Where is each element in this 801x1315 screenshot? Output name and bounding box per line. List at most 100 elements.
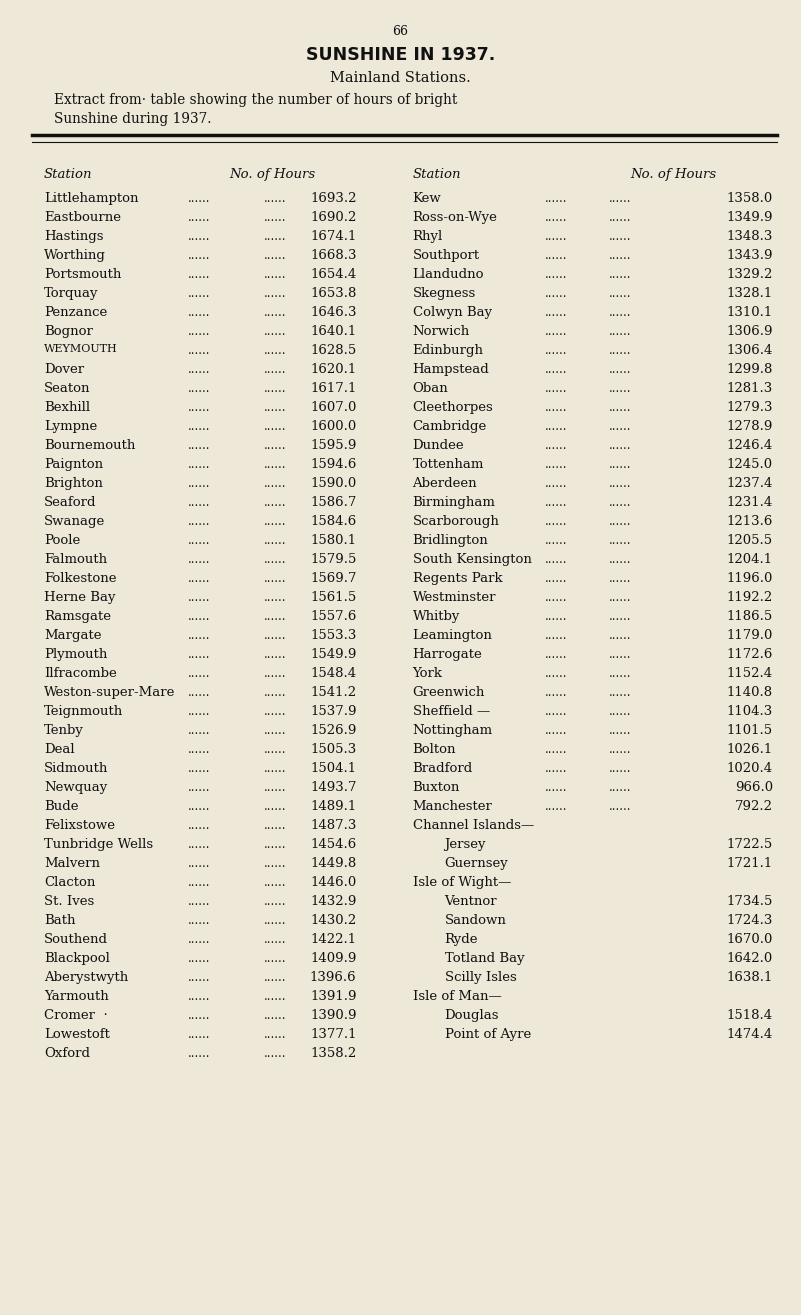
Text: ......: ......	[188, 838, 211, 851]
Text: 1430.2: 1430.2	[310, 914, 356, 927]
Text: ......: ......	[609, 648, 631, 661]
Text: ......: ......	[264, 381, 287, 394]
Text: ......: ......	[188, 610, 211, 623]
Text: York: York	[413, 667, 442, 680]
Text: ......: ......	[188, 210, 211, 224]
Text: No. of Hours: No. of Hours	[229, 168, 316, 181]
Text: ......: ......	[188, 363, 211, 376]
Text: 1724.3: 1724.3	[727, 914, 773, 927]
Text: 1409.9: 1409.9	[310, 952, 356, 965]
Text: ......: ......	[188, 1009, 211, 1022]
Text: ......: ......	[264, 192, 287, 205]
Text: ......: ......	[545, 554, 567, 565]
Text: ......: ......	[264, 458, 287, 471]
Text: St. Ives: St. Ives	[44, 896, 95, 909]
Text: Scarborough: Scarborough	[413, 515, 499, 529]
Text: ......: ......	[264, 401, 287, 414]
Text: 1278.9: 1278.9	[727, 419, 773, 433]
Text: 1306.4: 1306.4	[727, 345, 773, 356]
Text: 1653.8: 1653.8	[310, 287, 356, 300]
Text: Poole: Poole	[44, 534, 80, 547]
Text: Westminster: Westminster	[413, 590, 496, 604]
Text: SUNSHINE IN 1937.: SUNSHINE IN 1937.	[306, 46, 495, 64]
Text: ......: ......	[609, 363, 631, 376]
Text: ......: ......	[264, 1028, 287, 1041]
Text: ......: ......	[609, 629, 631, 642]
Text: Cleethorpes: Cleethorpes	[413, 401, 493, 414]
Text: ......: ......	[609, 230, 631, 243]
Text: Regents Park: Regents Park	[413, 572, 502, 585]
Text: Dundee: Dundee	[413, 439, 464, 452]
Text: 1721.1: 1721.1	[727, 857, 773, 871]
Text: Nottingham: Nottingham	[413, 725, 493, 736]
Text: Bournemouth: Bournemouth	[44, 439, 135, 452]
Text: 1310.1: 1310.1	[727, 306, 773, 320]
Text: ......: ......	[264, 952, 287, 965]
Text: Bexhill: Bexhill	[44, 401, 91, 414]
Text: Hastings: Hastings	[44, 230, 103, 243]
Text: Bridlington: Bridlington	[413, 534, 489, 547]
Text: 1734.5: 1734.5	[727, 896, 773, 909]
Text: ......: ......	[609, 725, 631, 736]
Text: ......: ......	[609, 345, 631, 356]
Text: ......: ......	[264, 896, 287, 909]
Text: Whitby: Whitby	[413, 610, 460, 623]
Text: Rhyl: Rhyl	[413, 230, 443, 243]
Text: Extract from· table showing the number of hours of bright: Extract from· table showing the number o…	[54, 93, 458, 108]
Text: ......: ......	[264, 725, 287, 736]
Text: ......: ......	[264, 590, 287, 604]
Text: ......: ......	[264, 781, 287, 794]
Text: Plymouth: Plymouth	[44, 648, 107, 661]
Text: 1140.8: 1140.8	[727, 686, 773, 700]
Text: Lowestoft: Lowestoft	[44, 1028, 110, 1041]
Text: Margate: Margate	[44, 629, 102, 642]
Text: Oxford: Oxford	[44, 1047, 90, 1060]
Text: 1391.9: 1391.9	[310, 990, 356, 1003]
Text: ......: ......	[545, 345, 567, 356]
Text: 1526.9: 1526.9	[310, 725, 356, 736]
Text: 1600.0: 1600.0	[310, 419, 356, 433]
Text: ......: ......	[264, 210, 287, 224]
Text: ......: ......	[545, 401, 567, 414]
Text: Harrogate: Harrogate	[413, 648, 482, 661]
Text: ......: ......	[545, 590, 567, 604]
Text: ......: ......	[545, 230, 567, 243]
Text: Ryde: Ryde	[445, 934, 478, 945]
Text: ......: ......	[188, 705, 211, 718]
Text: ......: ......	[609, 439, 631, 452]
Text: 966.0: 966.0	[735, 781, 773, 794]
Text: Isle of Man—: Isle of Man—	[413, 990, 501, 1003]
Text: Edinburgh: Edinburgh	[413, 345, 484, 356]
Text: 1487.3: 1487.3	[310, 819, 356, 832]
Text: ......: ......	[545, 439, 567, 452]
Text: 1192.2: 1192.2	[727, 590, 773, 604]
Text: 1179.0: 1179.0	[727, 629, 773, 642]
Text: Point of Ayre: Point of Ayre	[445, 1028, 531, 1041]
Text: Lympne: Lympne	[44, 419, 97, 433]
Text: 1454.6: 1454.6	[310, 838, 356, 851]
Text: 1595.9: 1595.9	[310, 439, 356, 452]
Text: ......: ......	[609, 590, 631, 604]
Text: 1638.1: 1638.1	[727, 970, 773, 984]
Text: ......: ......	[264, 439, 287, 452]
Text: ......: ......	[264, 629, 287, 642]
Text: ......: ......	[609, 667, 631, 680]
Text: ......: ......	[264, 363, 287, 376]
Text: ......: ......	[264, 345, 287, 356]
Text: Bradford: Bradford	[413, 763, 473, 775]
Text: ......: ......	[264, 1009, 287, 1022]
Text: 1607.0: 1607.0	[310, 401, 356, 414]
Text: ......: ......	[264, 477, 287, 490]
Text: ......: ......	[609, 325, 631, 338]
Text: ......: ......	[264, 648, 287, 661]
Text: ......: ......	[264, 990, 287, 1003]
Text: ......: ......	[545, 648, 567, 661]
Text: Torquay: Torquay	[44, 287, 99, 300]
Text: ......: ......	[545, 725, 567, 736]
Text: ......: ......	[609, 306, 631, 320]
Text: ......: ......	[264, 515, 287, 529]
Text: Bognor: Bognor	[44, 325, 93, 338]
Text: ......: ......	[545, 249, 567, 262]
Text: ......: ......	[188, 477, 211, 490]
Text: Scilly Isles: Scilly Isles	[445, 970, 517, 984]
